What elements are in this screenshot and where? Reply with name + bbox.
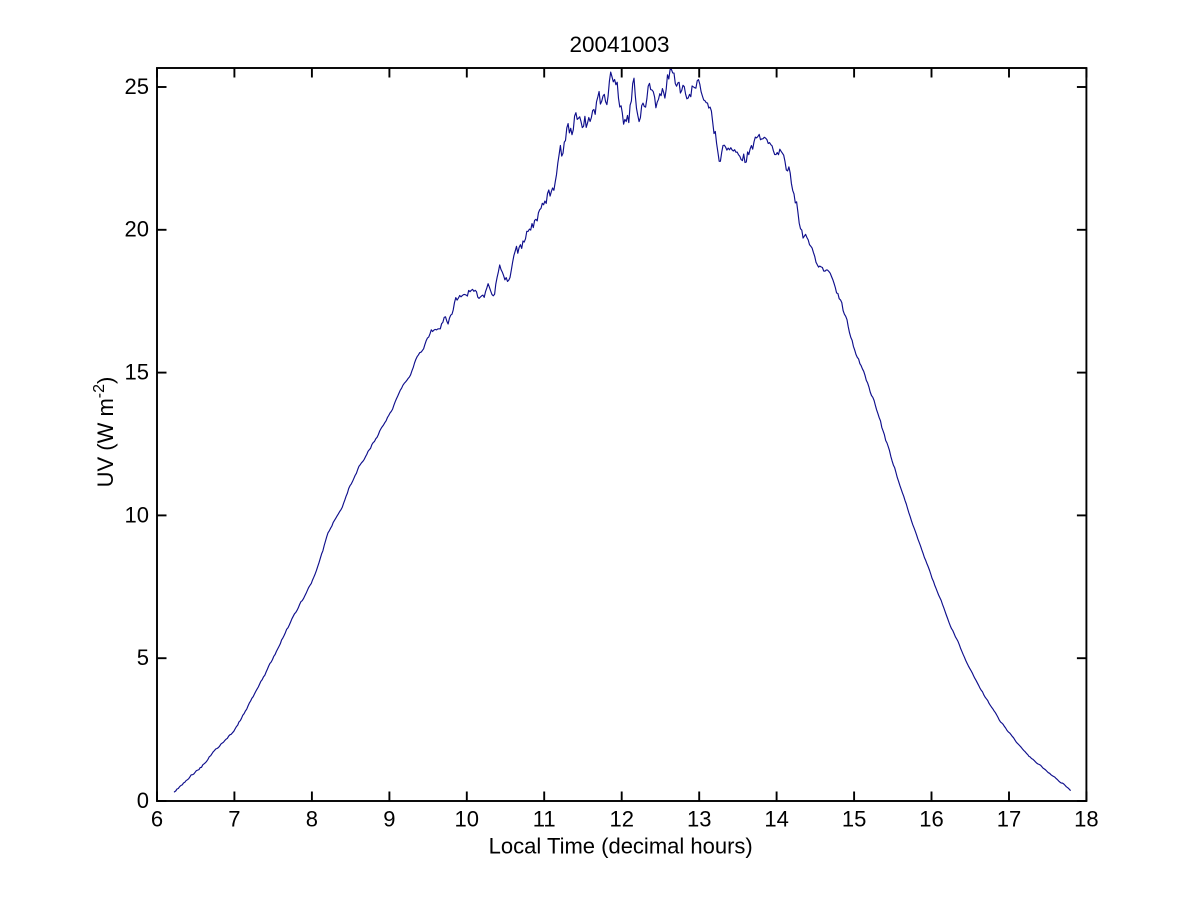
svg-text:UV (W m-2): UV (W m-2) — [91, 377, 118, 488]
svg-text:11: 11 — [533, 807, 556, 832]
svg-text:13: 13 — [687, 807, 711, 832]
svg-text:8: 8 — [306, 807, 318, 832]
svg-text:15: 15 — [125, 360, 149, 385]
svg-text:25: 25 — [125, 74, 149, 99]
svg-text:20041003: 20041003 — [569, 32, 669, 57]
svg-text:20: 20 — [125, 217, 149, 242]
svg-text:12: 12 — [609, 807, 633, 832]
svg-text:14: 14 — [764, 807, 788, 832]
svg-text:6: 6 — [151, 807, 163, 832]
svg-text:16: 16 — [919, 807, 943, 832]
svg-text:9: 9 — [383, 807, 395, 832]
svg-text:18: 18 — [1074, 807, 1098, 832]
svg-text:10: 10 — [125, 502, 149, 527]
svg-text:10: 10 — [455, 807, 479, 832]
svg-text:17: 17 — [997, 807, 1021, 832]
svg-text:Local Time (decimal hours): Local Time (decimal hours) — [489, 834, 753, 859]
svg-text:0: 0 — [137, 788, 149, 813]
svg-text:15: 15 — [842, 807, 866, 832]
svg-text:7: 7 — [228, 807, 240, 832]
svg-text:5: 5 — [137, 645, 149, 670]
